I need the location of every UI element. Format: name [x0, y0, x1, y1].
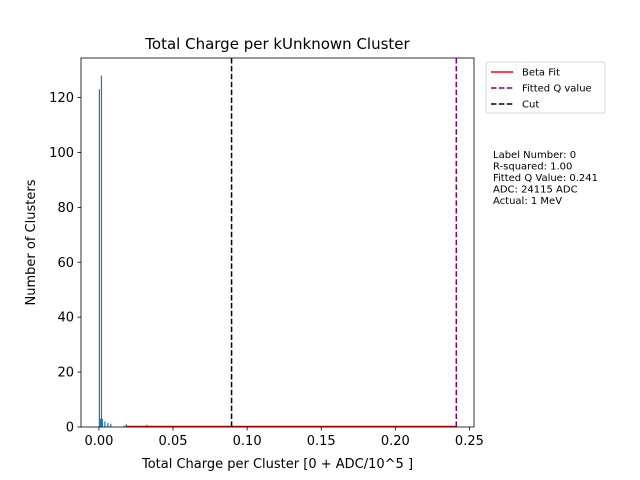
histogram-bar — [107, 422, 109, 427]
histogram-bar — [104, 421, 106, 427]
legend-label: Fitted Q value — [522, 84, 592, 95]
chart-title: Total Charge per kUnknown Cluster — [144, 35, 410, 53]
histogram-bar — [110, 423, 112, 427]
y-tick-label: 0 — [66, 421, 74, 436]
annotation-line: ADC: 24115 ADC — [493, 185, 578, 196]
y-tick-label: 100 — [49, 146, 74, 161]
x-tick-label: 0.15 — [307, 434, 336, 449]
legend: Beta Fit Fitted Q value Cut — [485, 61, 606, 114]
annotation-line: R-squared: 1.00 — [493, 162, 572, 173]
y-tick-label: 60 — [57, 256, 74, 271]
annotation-line: Actual: 1 MeV — [493, 196, 562, 207]
x-tick-label: 0.20 — [381, 434, 410, 449]
plot-axes: 0.00 0.05 0.10 0.15 0.20 0.25 0 20 40 60 80 100 120 T… — [24, 35, 606, 472]
y-tick-label: 40 — [57, 311, 74, 326]
histogram-bar — [99, 418, 102, 427]
x-tick-label: 0.00 — [84, 434, 113, 449]
histogram-bar — [123, 425, 125, 427]
x-tick-label: 0.10 — [233, 434, 262, 449]
annotation-line: Fitted Q Value: 0.241 — [493, 173, 598, 184]
legend-box — [485, 61, 606, 114]
x-axis-label: Total Charge per Cluster [0 + ADC/10^5 ] — [141, 457, 413, 472]
y-tick-label: 80 — [57, 201, 74, 216]
legend-label: Beta Fit — [522, 68, 560, 79]
histogram-bar — [98, 89, 100, 428]
legend-label: Cut — [522, 100, 539, 111]
histogram-bar — [100, 75, 103, 428]
y-tick-label: 20 — [57, 366, 74, 381]
histogram-bar — [125, 424, 127, 427]
y-tick-label: 120 — [49, 91, 74, 106]
y-axis-label: Number of Clusters — [24, 179, 39, 305]
x-tick-label: 0.25 — [455, 434, 484, 449]
axes-frame — [80, 57, 475, 428]
histogram-bar — [101, 418, 103, 427]
annotation-line: Label Number: 0 — [493, 150, 576, 161]
x-tick-label: 0.05 — [159, 434, 188, 449]
